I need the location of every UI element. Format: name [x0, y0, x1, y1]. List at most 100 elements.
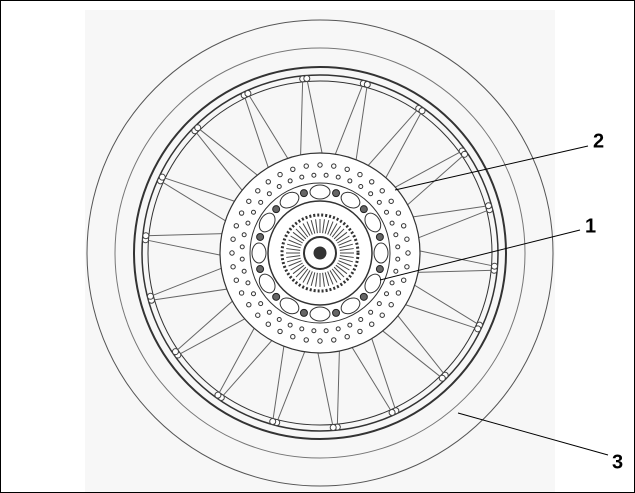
disc-hole	[300, 327, 304, 331]
disc-hole	[401, 278, 405, 282]
disc-hole	[359, 184, 363, 188]
carrier-slot	[310, 185, 330, 199]
disc-bolt	[360, 206, 367, 213]
disc-hole	[291, 167, 295, 171]
disc-hole	[246, 221, 250, 225]
disc-hole	[242, 269, 246, 273]
disc-hole	[291, 334, 295, 338]
disc-hole	[251, 292, 255, 296]
disc-hole	[256, 189, 260, 193]
spoke-nipple	[143, 233, 149, 239]
disc-hole	[336, 327, 340, 331]
disc-hole	[247, 199, 251, 203]
disc-hole	[405, 265, 409, 269]
spoke-nipple	[147, 293, 153, 299]
disc-bolt	[300, 190, 307, 197]
disc-hole	[396, 257, 400, 261]
disc-hole	[406, 251, 410, 255]
disc-hole	[267, 310, 271, 314]
disc-bolt	[300, 309, 307, 316]
disc-hole	[231, 237, 235, 241]
disc-hole	[234, 224, 238, 228]
disc-hole	[247, 303, 251, 307]
callout-label: 1	[585, 215, 596, 237]
spoke-nipple	[304, 75, 310, 81]
disc-hole	[405, 237, 409, 241]
disc-hole	[277, 184, 281, 188]
disc-hole	[394, 233, 398, 237]
spoke-nipple	[245, 91, 251, 97]
disc-hole	[370, 322, 374, 326]
disc-hole	[390, 221, 394, 225]
disc-bolt	[376, 266, 383, 273]
spoke-nipple	[195, 125, 201, 131]
spoke-nipple	[215, 392, 221, 398]
disc-hole	[278, 172, 282, 176]
disc-hole	[300, 175, 304, 179]
disc-hole	[389, 303, 393, 307]
disc-hole	[345, 167, 349, 171]
disc-hole	[345, 334, 349, 338]
disc-hole	[370, 180, 374, 184]
spoke-nipple	[364, 82, 370, 88]
spoke-nipple	[475, 326, 481, 332]
disc-hole	[288, 179, 292, 183]
disc-bolt	[360, 293, 367, 300]
disc-hole	[266, 322, 270, 326]
disc-hole	[396, 245, 400, 249]
disc-hole	[336, 175, 340, 179]
disc-hole	[396, 291, 400, 295]
disc-hole	[251, 210, 255, 214]
disc-hole	[332, 164, 336, 168]
disc-hole	[324, 329, 328, 333]
carrier-slot	[310, 307, 330, 321]
disc-bolt	[273, 293, 280, 300]
disc-hole	[304, 338, 308, 342]
disc-hole	[318, 163, 322, 167]
disc-bolt	[257, 266, 264, 273]
disc-hole	[266, 180, 270, 184]
disc-hole	[359, 318, 363, 322]
disc-hole	[259, 302, 263, 306]
disc-hole	[332, 338, 336, 342]
disc-hole	[377, 302, 381, 306]
disc-hole	[278, 329, 282, 333]
disc-bolt	[273, 206, 280, 213]
spoke-nipple	[330, 425, 336, 431]
disc-hole	[377, 200, 381, 204]
disc-hole	[242, 233, 246, 237]
spoke-nipple	[492, 263, 498, 269]
spoke-nipple	[389, 409, 395, 415]
disc-hole	[234, 278, 238, 282]
disc-hole	[348, 323, 352, 327]
disc-hole	[401, 224, 405, 228]
disc-hole	[390, 281, 394, 285]
callout-label: 3	[612, 451, 623, 473]
disc-bolt	[376, 233, 383, 240]
disc-hole	[288, 323, 292, 327]
disc-hole	[259, 200, 263, 204]
disc-bolt	[333, 190, 340, 197]
disc-bolt	[333, 309, 340, 316]
spoke-nipple	[439, 375, 445, 381]
spoke-nipple	[172, 349, 178, 355]
disc-hole	[385, 210, 389, 214]
disc-hole	[324, 173, 328, 177]
carrier-slot	[374, 243, 388, 263]
disc-hole	[348, 179, 352, 183]
disc-hole	[277, 318, 281, 322]
callout-label: 2	[593, 130, 604, 152]
disc-hole	[358, 172, 362, 176]
disc-hole	[312, 329, 316, 333]
disc-hole	[240, 257, 244, 261]
diagram: 2 1 3	[0, 0, 635, 493]
disc-hole	[304, 164, 308, 168]
spoke-nipple	[462, 151, 468, 157]
axle-center	[314, 247, 326, 259]
disc-hole	[389, 199, 393, 203]
disc-hole	[396, 211, 400, 215]
spoke-nipple	[419, 108, 425, 114]
page: 2 1 3 (() => { const data = JSON.parse(d…	[0, 0, 635, 493]
disc-hole	[231, 265, 235, 269]
disc-hole	[312, 173, 316, 177]
